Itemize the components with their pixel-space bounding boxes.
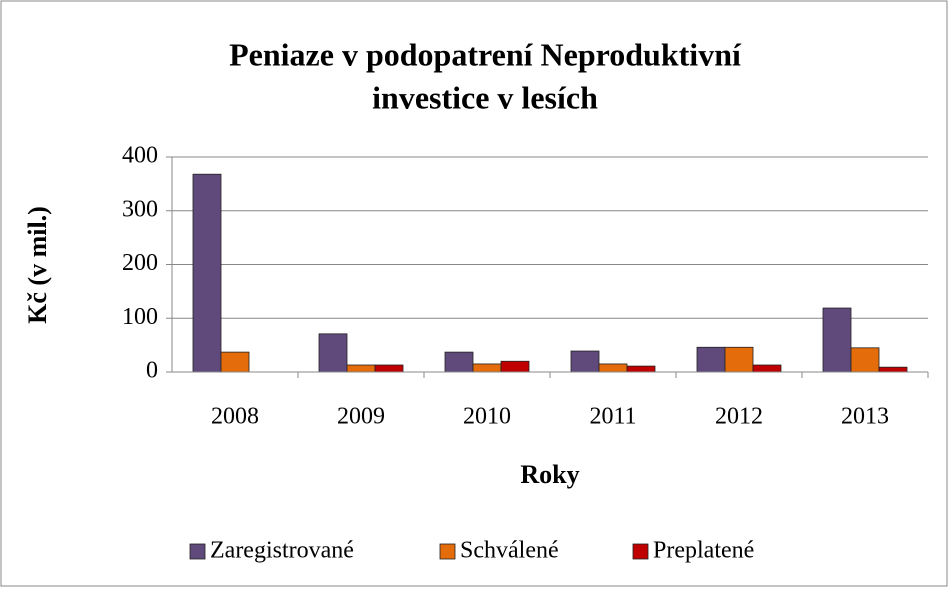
- y-tick-label: 100: [122, 304, 158, 330]
- y-tick-label: 300: [122, 196, 158, 222]
- bar: [878, 366, 908, 373]
- x-axis-label: Roky: [520, 460, 579, 489]
- bar: [696, 346, 726, 373]
- x-tick-label: 2009: [337, 404, 385, 430]
- y-axis-label: Kč (v mil.): [23, 206, 52, 324]
- y-tick-label: 0: [146, 358, 158, 384]
- x-tick-label: 2008: [211, 404, 259, 430]
- bar: [220, 351, 250, 373]
- bar: [598, 363, 628, 373]
- bar: [500, 360, 530, 373]
- chart-title: investice v lesích: [372, 79, 598, 115]
- x-tick-label: 2010: [463, 404, 511, 430]
- x-tick-label: 2013: [841, 404, 889, 430]
- bar: [444, 351, 474, 373]
- y-tick-label: 400: [122, 143, 158, 169]
- bar: [374, 364, 404, 373]
- legend-label: Preplatené: [653, 538, 754, 564]
- bar: [752, 364, 782, 373]
- legend-swatch: [632, 543, 649, 560]
- bar: [318, 333, 348, 373]
- legend-swatch: [189, 543, 206, 560]
- legend-label: Zaregistrované: [210, 538, 354, 564]
- bar: [570, 350, 600, 373]
- legend-label: Schválené: [460, 538, 559, 564]
- x-tick-label: 2012: [715, 404, 763, 430]
- bar: [822, 307, 852, 373]
- legend-swatch: [439, 543, 456, 560]
- bar: [472, 363, 502, 373]
- bar: [724, 346, 754, 373]
- chart-title: Peniaze v podopatrení Neproduktivní: [229, 36, 742, 72]
- bar: [850, 347, 880, 373]
- bar: [626, 365, 656, 373]
- bar: [192, 173, 222, 373]
- x-tick-label: 2011: [589, 404, 636, 430]
- bar: [346, 364, 376, 373]
- y-tick-label: 200: [122, 250, 158, 276]
